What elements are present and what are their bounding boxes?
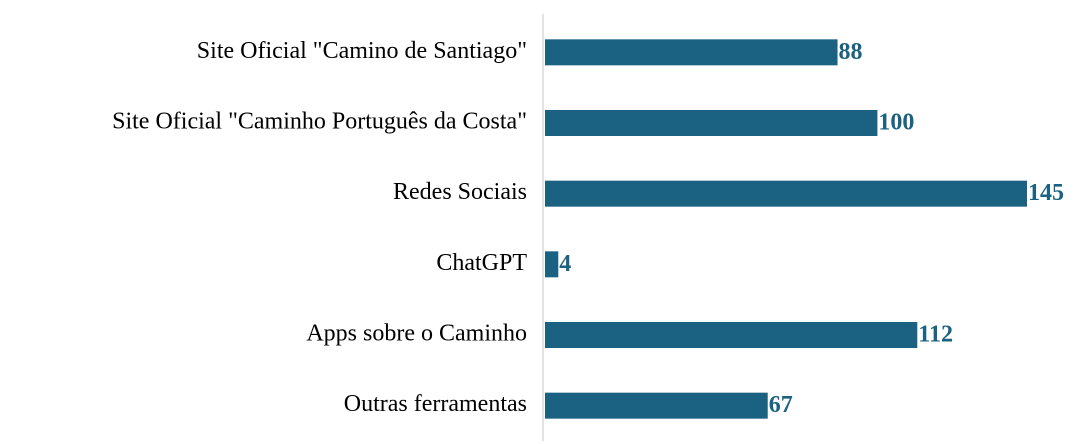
bar [545, 392, 768, 419]
category-label: Site Oficial "Camino de Santiago" [197, 38, 527, 64]
bar [545, 110, 878, 136]
value-label: 112 [918, 322, 953, 348]
category-label: Redes Sociais [393, 179, 527, 205]
value-label: 100 [878, 110, 914, 136]
category-label: Site Oficial "Caminho Português da Costa… [112, 109, 527, 135]
category-label: Outras ferramentas [344, 391, 527, 417]
bar [545, 39, 838, 66]
value-label: 4 [559, 251, 571, 277]
value-label: 67 [769, 392, 793, 418]
bar [545, 180, 1027, 207]
category-label: Apps sobre o Caminho [306, 321, 527, 347]
value-label: 88 [839, 39, 863, 65]
bar [545, 322, 918, 348]
category-label: ChatGPT [436, 250, 527, 276]
value-label: 145 [1028, 180, 1064, 206]
bar [545, 251, 559, 278]
